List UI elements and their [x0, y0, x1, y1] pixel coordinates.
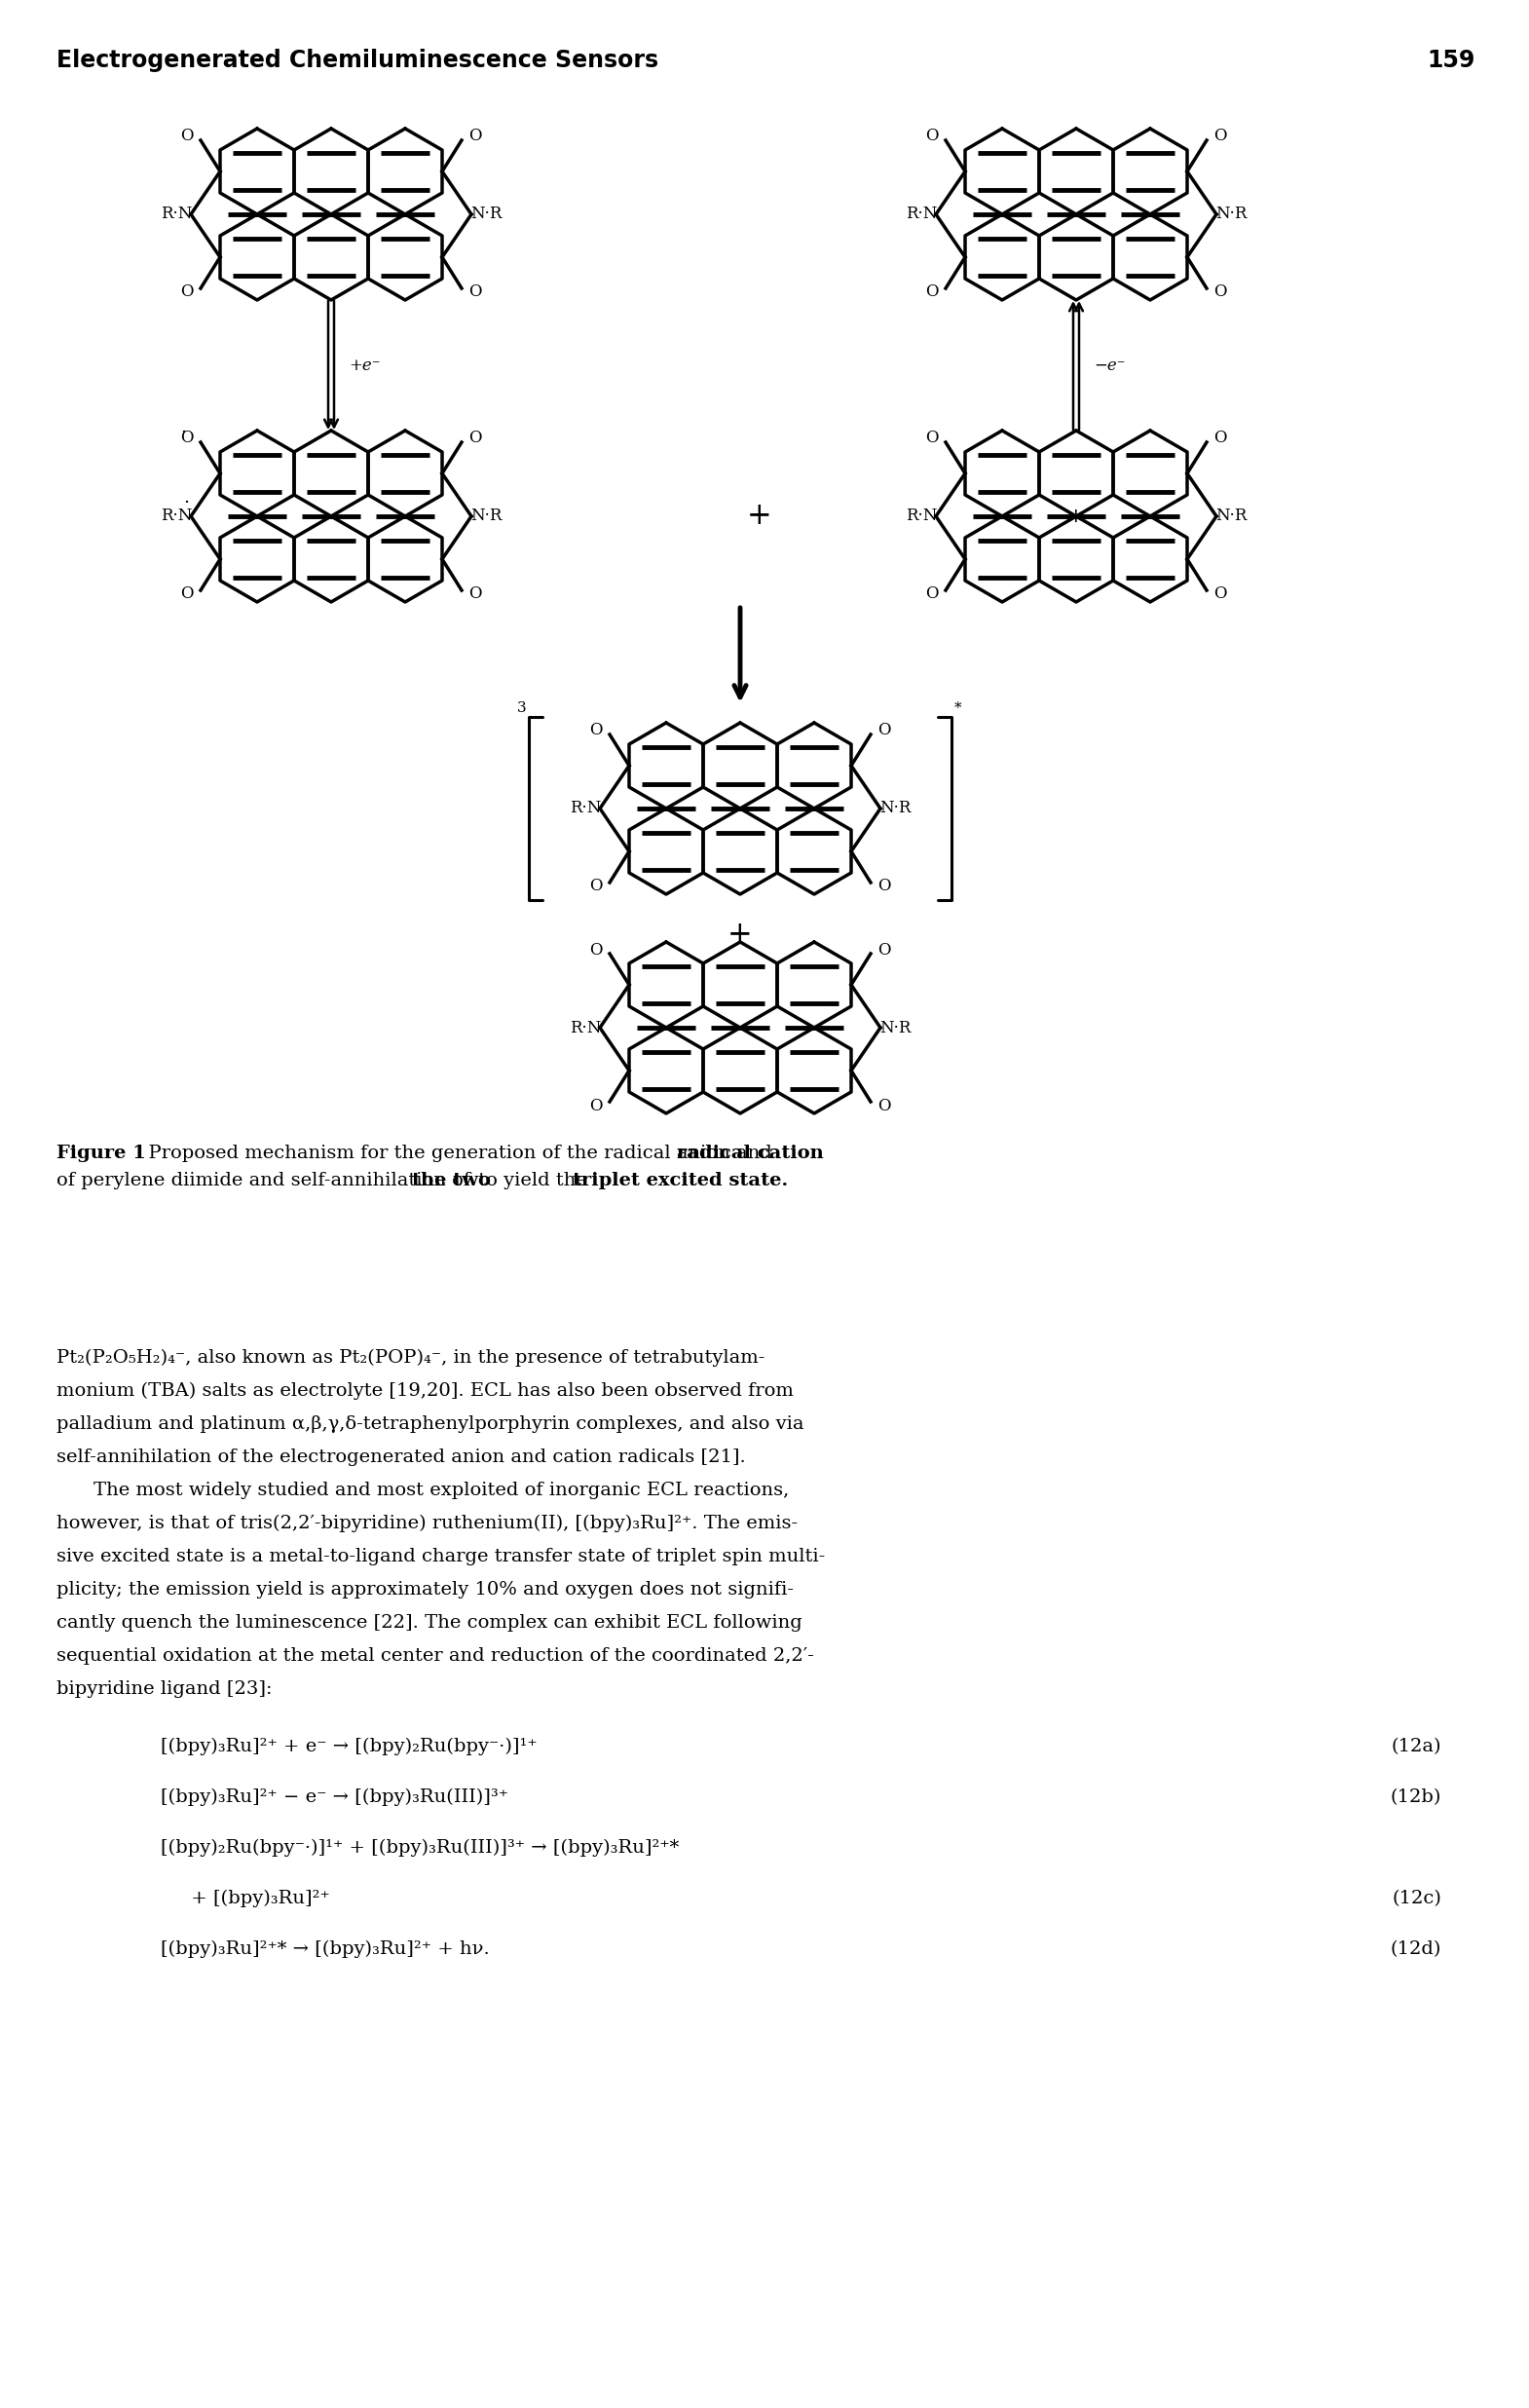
- Text: O: O: [180, 431, 194, 445]
- Text: ·: ·: [180, 424, 187, 441]
- Text: O: O: [878, 879, 891, 896]
- Text: O: O: [1214, 284, 1226, 301]
- Text: self-annihilation of the electrogenerated anion and cation radicals [21].: self-annihilation of the electrogenerate…: [57, 1450, 746, 1466]
- Text: 159: 159: [1428, 48, 1475, 72]
- Text: O: O: [180, 284, 194, 301]
- Text: O: O: [469, 431, 482, 445]
- Text: R·N: R·N: [161, 508, 193, 525]
- Text: −e⁻: −e⁻: [1093, 356, 1125, 373]
- Text: (12c): (12c): [1391, 1890, 1442, 1907]
- Text: O: O: [878, 942, 891, 958]
- Text: O: O: [925, 284, 939, 301]
- Text: R·N: R·N: [905, 508, 937, 525]
- Text: N·R: N·R: [471, 207, 502, 222]
- Text: N·R: N·R: [1216, 508, 1246, 525]
- Text: Electrogenerated Chemiluminescence Sensors: Electrogenerated Chemiluminescence Senso…: [57, 48, 659, 72]
- Text: triplet excited state.: triplet excited state.: [573, 1173, 787, 1190]
- Text: the two: the two: [411, 1173, 491, 1190]
- Text: O: O: [469, 128, 482, 144]
- Text: O: O: [925, 431, 939, 445]
- Text: O: O: [878, 1098, 891, 1115]
- Text: R·N: R·N: [905, 207, 937, 222]
- Text: R·N: R·N: [569, 799, 601, 816]
- Text: O: O: [180, 585, 194, 602]
- Text: monium (TBA) salts as electrolyte [19,20]. ECL has also been observed from: monium (TBA) salts as electrolyte [19,20…: [57, 1382, 794, 1399]
- Text: N·R: N·R: [879, 1019, 911, 1035]
- Text: O: O: [469, 284, 482, 301]
- Text: plicity; the emission yield is approximately 10% and oxygen does not signifi-: plicity; the emission yield is approxima…: [57, 1582, 794, 1599]
- Text: The most widely studied and most exploited of inorganic ECL reactions,: The most widely studied and most exploit…: [93, 1481, 789, 1500]
- Text: +: +: [748, 501, 772, 532]
- Text: +: +: [728, 920, 752, 949]
- Text: [(bpy)₃Ru]²⁺ + e⁻ → [(bpy)₂Ru(bpy⁻·)]¹⁺: [(bpy)₃Ru]²⁺ + e⁻ → [(bpy)₂Ru(bpy⁻·)]¹⁺: [161, 1739, 537, 1755]
- Text: O: O: [878, 722, 891, 739]
- Text: N·R: N·R: [1216, 207, 1246, 222]
- Text: O: O: [469, 585, 482, 602]
- Text: O: O: [590, 879, 602, 896]
- Text: R·N: R·N: [161, 207, 193, 222]
- Text: O: O: [590, 722, 602, 739]
- Text: *: *: [954, 701, 962, 715]
- Text: [(bpy)₂Ru(bpy⁻·)]¹⁺ + [(bpy)₃Ru(III)]³⁺ → [(bpy)₃Ru]²⁺*: [(bpy)₂Ru(bpy⁻·)]¹⁺ + [(bpy)₃Ru(III)]³⁺ …: [161, 1840, 679, 1857]
- Text: [(bpy)₃Ru]²⁺* → [(bpy)₃Ru]²⁺ + hν.: [(bpy)₃Ru]²⁺* → [(bpy)₃Ru]²⁺ + hν.: [161, 1941, 489, 1958]
- Text: O: O: [590, 1098, 602, 1115]
- Text: O: O: [925, 128, 939, 144]
- Text: ·: ·: [183, 494, 190, 510]
- Text: O: O: [1214, 585, 1226, 602]
- Text: [(bpy)₃Ru]²⁺ − e⁻ → [(bpy)₃Ru(III)]³⁺: [(bpy)₃Ru]²⁺ − e⁻ → [(bpy)₃Ru(III)]³⁺: [161, 1789, 508, 1806]
- Text: 3: 3: [517, 701, 528, 715]
- Text: sequential oxidation at the metal center and reduction of the coordinated 2,2′-: sequential oxidation at the metal center…: [57, 1647, 813, 1664]
- Text: radical cation: radical cation: [677, 1144, 824, 1163]
- Text: + [(bpy)₃Ru]²⁺: + [(bpy)₃Ru]²⁺: [161, 1890, 330, 1907]
- Text: bipyridine ligand [23]:: bipyridine ligand [23]:: [57, 1681, 272, 1698]
- Text: cantly quench the luminescence [22]. The complex can exhibit ECL following: cantly quench the luminescence [22]. The…: [57, 1613, 803, 1633]
- Text: O: O: [925, 585, 939, 602]
- Text: sive excited state is a metal-to-ligand charge transfer state of triplet spin mu: sive excited state is a metal-to-ligand …: [57, 1548, 826, 1565]
- Text: of perylene diimide and self-annihilation of: of perylene diimide and self-annihilatio…: [57, 1173, 477, 1190]
- Text: N·R: N·R: [879, 799, 911, 816]
- Text: +: +: [1067, 508, 1084, 525]
- Text: +e⁻: +e⁻: [349, 356, 381, 373]
- Text: (12a): (12a): [1391, 1739, 1442, 1755]
- Text: to yield the: to yield the: [472, 1173, 593, 1190]
- Text: O: O: [590, 942, 602, 958]
- Text: Proposed mechanism for the generation of the radical anion and: Proposed mechanism for the generation of…: [136, 1144, 778, 1163]
- Text: however, is that of tris(2,2′-bipyridine) ruthenium(II), [(bpy)₃Ru]²⁺. The emis-: however, is that of tris(2,2′-bipyridine…: [57, 1515, 798, 1531]
- Text: R·N: R·N: [569, 1019, 601, 1035]
- Text: O: O: [1214, 431, 1226, 445]
- Text: (12d): (12d): [1390, 1941, 1442, 1958]
- Text: Figure 1: Figure 1: [57, 1144, 145, 1163]
- Text: (12b): (12b): [1390, 1789, 1442, 1806]
- Text: N·R: N·R: [471, 508, 502, 525]
- Text: Pt₂(P₂O₅H₂)₄⁻, also known as Pt₂(POP)₄⁻, in the presence of tetrabutylam-: Pt₂(P₂O₅H₂)₄⁻, also known as Pt₂(POP)₄⁻,…: [57, 1348, 765, 1368]
- Text: O: O: [1214, 128, 1226, 144]
- Text: palladium and platinum α,β,γ,δ-tetraphenylporphyrin complexes, and also via: palladium and platinum α,β,γ,δ-tetraphen…: [57, 1416, 804, 1433]
- Text: O: O: [180, 128, 194, 144]
